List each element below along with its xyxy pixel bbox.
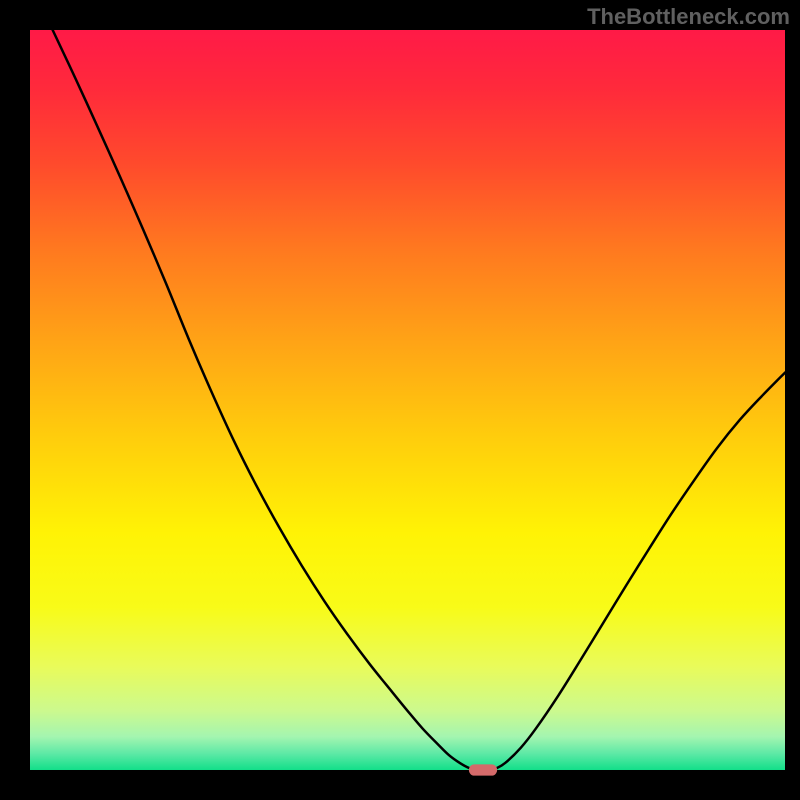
chart-svg bbox=[0, 0, 800, 800]
watermark-label: TheBottleneck.com bbox=[587, 4, 790, 30]
bottleneck-chart: TheBottleneck.com bbox=[0, 0, 800, 800]
gradient-plot-area bbox=[30, 30, 785, 770]
optimal-marker bbox=[469, 765, 496, 775]
